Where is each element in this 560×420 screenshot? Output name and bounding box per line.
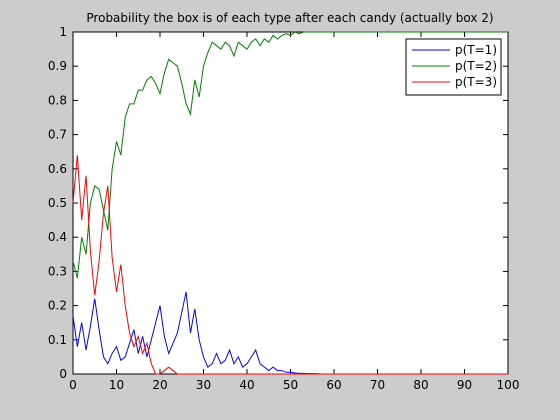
series-line-p(T=2): [72, 31, 508, 279]
legend-label: p(T=1): [455, 43, 497, 57]
legend-label: p(T=2): [455, 59, 497, 73]
x-tick-label: 30: [196, 378, 211, 392]
x-tick-label: 40: [239, 378, 254, 392]
x-tick-label: 50: [283, 378, 298, 392]
legend-box: [405, 38, 502, 96]
legend-label: p(T=3): [455, 75, 497, 89]
legend: p(T=1) p(T=2) p(T=3): [405, 38, 502, 96]
chart-title: Probability the box is of each type afte…: [86, 11, 493, 25]
x-tick-label: 10: [109, 378, 124, 392]
y-tick-label: 0.8: [48, 93, 67, 107]
x-tick-label: 90: [457, 378, 472, 392]
y-tick-label: 0.5: [48, 196, 67, 210]
y-tick-label: 0.7: [48, 128, 67, 142]
y-tick-label: 0.4: [48, 230, 67, 244]
series-lines: [72, 31, 508, 375]
x-tick-label: 100: [497, 378, 520, 392]
x-tick-label: 20: [152, 378, 167, 392]
x-tick-label: 0: [69, 378, 77, 392]
x-tick-label: 60: [326, 378, 341, 392]
y-tick-label: 0.1: [48, 333, 67, 347]
y-tick-label: 0: [59, 367, 67, 381]
axis-tick-labels: 0 10 20 30 40 50 60 70 80 90 100 0 0.1 0.2 0.3 0.4 0.5 0.…: [48, 25, 520, 392]
y-tick-label: 0.9: [48, 59, 67, 73]
y-tick-label: 1: [59, 25, 67, 39]
y-tick-label: 0.2: [48, 299, 67, 313]
y-tick-label: 0.3: [48, 264, 67, 278]
x-tick-label: 80: [413, 378, 428, 392]
y-tick-label: 0.6: [48, 162, 67, 176]
series-line-p(T=3): [72, 155, 508, 375]
x-tick-label: 70: [370, 378, 385, 392]
